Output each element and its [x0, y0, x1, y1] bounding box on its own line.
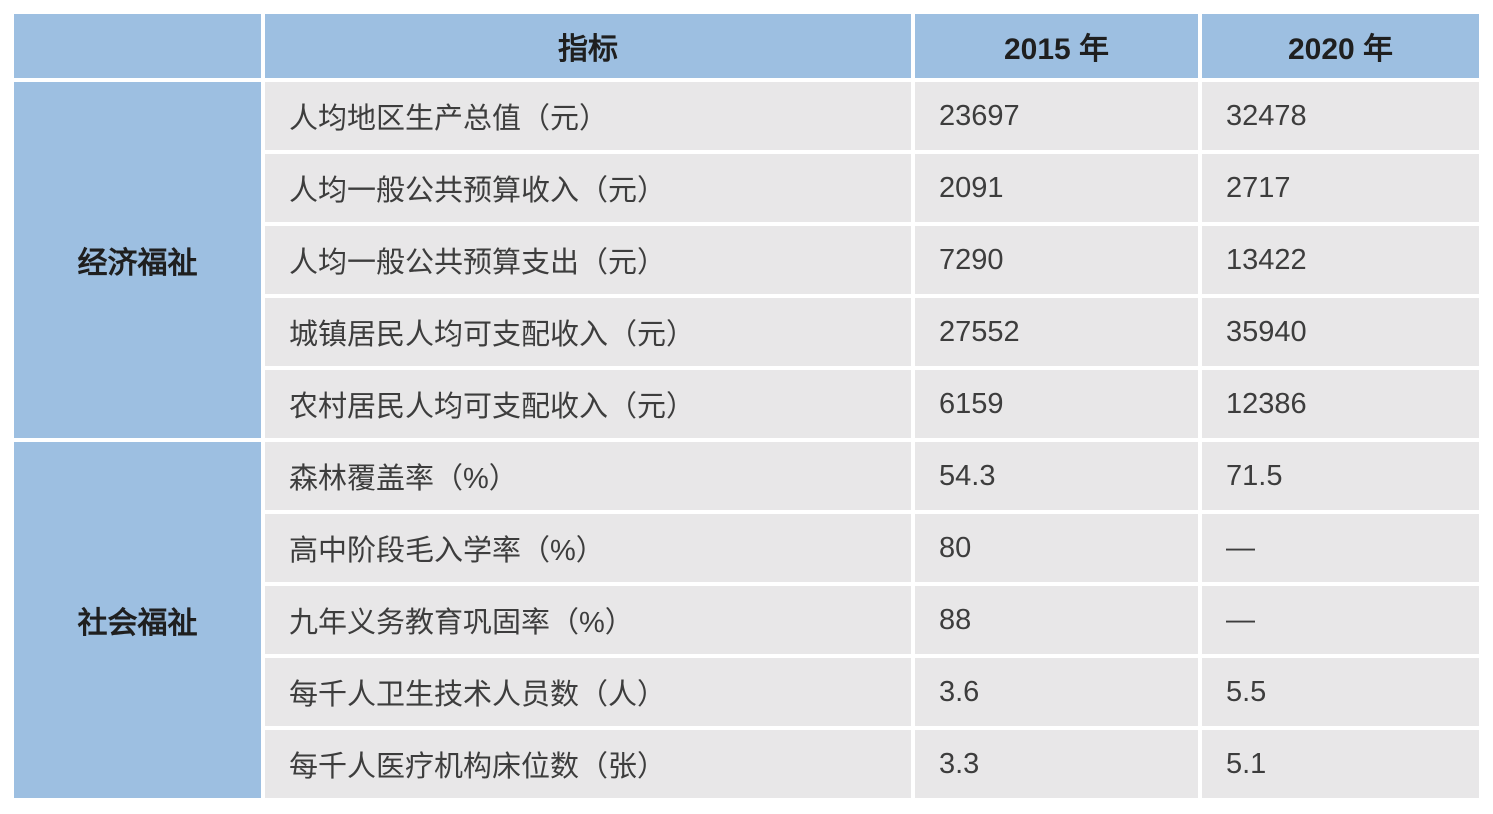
indicator-cell: 人均地区生产总值（元） — [265, 82, 911, 150]
table-row: 经济福祉 人均地区生产总值（元） 23697 32478 — [14, 82, 1479, 438]
year-2015-column-header: 2015 年 — [915, 14, 1198, 78]
value-2020-cell: 35940 — [1202, 298, 1479, 366]
value-2015-cell: 3.3 — [915, 730, 1198, 798]
table-row: 九年义务教育巩固率（%） 88— — [14, 586, 1479, 654]
value-2020-cell: 32478 — [1202, 82, 1479, 150]
year-2020-column-header: 2020 年 — [1202, 14, 1479, 78]
value-2020-cell: — — [1202, 586, 1479, 654]
table-row: 社会福祉 森林覆盖率（%） 54.3 71.5 — [14, 442, 1479, 798]
value-2015-cell: 2091 — [915, 154, 1198, 222]
value-2015-cell: 3.6 — [915, 658, 1198, 726]
indicator-cell: 九年义务教育巩固率（%） — [265, 586, 911, 654]
value-2015-cell: 54.3 — [915, 442, 1198, 510]
indicator-cell: 每千人医疗机构床位数（张） — [265, 730, 911, 798]
value-2020-cell: — — [1202, 514, 1479, 582]
value-2015-cell: 80 — [915, 514, 1198, 582]
value-2015-cell: 7290 — [915, 226, 1198, 294]
value-2020-cell: 12386 — [1202, 370, 1479, 438]
value-2015-cell: 6159 — [915, 370, 1198, 438]
group-cell-social-welfare: 社会福祉 — [14, 442, 261, 798]
indicator-cell: 农村居民人均可支配收入（元） — [265, 370, 911, 438]
indicator-cell: 高中阶段毛入学率（%） — [265, 514, 911, 582]
value-2020-cell: 13422 — [1202, 226, 1479, 294]
indicator-cell: 每千人卫生技术人员数（人） — [265, 658, 911, 726]
value-2015-cell: 88 — [915, 586, 1198, 654]
indicator-column-header: 指标 — [265, 14, 911, 78]
indicator-cell: 城镇居民人均可支配收入（元） — [265, 298, 911, 366]
table-row: 城镇居民人均可支配收入（元） 27552 35940 — [14, 298, 1479, 366]
table-row: 每千人卫生技术人员数（人） 3.6 5.5 — [14, 658, 1479, 726]
value-2020-cell: 5.1 — [1202, 730, 1479, 798]
group-cell-economic-welfare: 经济福祉 — [14, 82, 261, 438]
indicator-cell: 森林覆盖率（%） — [265, 442, 911, 510]
table-row: 农村居民人均可支配收入（元） 6159 12386 — [14, 370, 1479, 438]
welfare-indicators-table: 指标 2015 年 2020 年 经济福祉 人均地区生产总值（元） 23697 324… — [10, 10, 1483, 802]
table-row: 每千人医疗机构床位数（张） 3.3 5.1 — [14, 730, 1479, 798]
indicator-cell: 人均一般公共预算支出（元） — [265, 226, 911, 294]
value-2015-cell: 23697 — [915, 82, 1198, 150]
value-2020-cell: 71.5 — [1202, 442, 1479, 510]
value-2020-cell: 5.5 — [1202, 658, 1479, 726]
table-row: 人均一般公共预算支出（元） 7290 13422 — [14, 226, 1479, 294]
corner-header-cell — [14, 14, 261, 78]
header-row: 指标 2015 年 2020 年 — [14, 14, 1479, 78]
value-2015-cell: 27552 — [915, 298, 1198, 366]
table-row: 高中阶段毛入学率（%） 80— — [14, 514, 1479, 582]
value-2020-cell: 2717 — [1202, 154, 1479, 222]
indicator-cell: 人均一般公共预算收入（元） — [265, 154, 911, 222]
table-row: 人均一般公共预算收入（元） 2091 2717 — [14, 154, 1479, 222]
